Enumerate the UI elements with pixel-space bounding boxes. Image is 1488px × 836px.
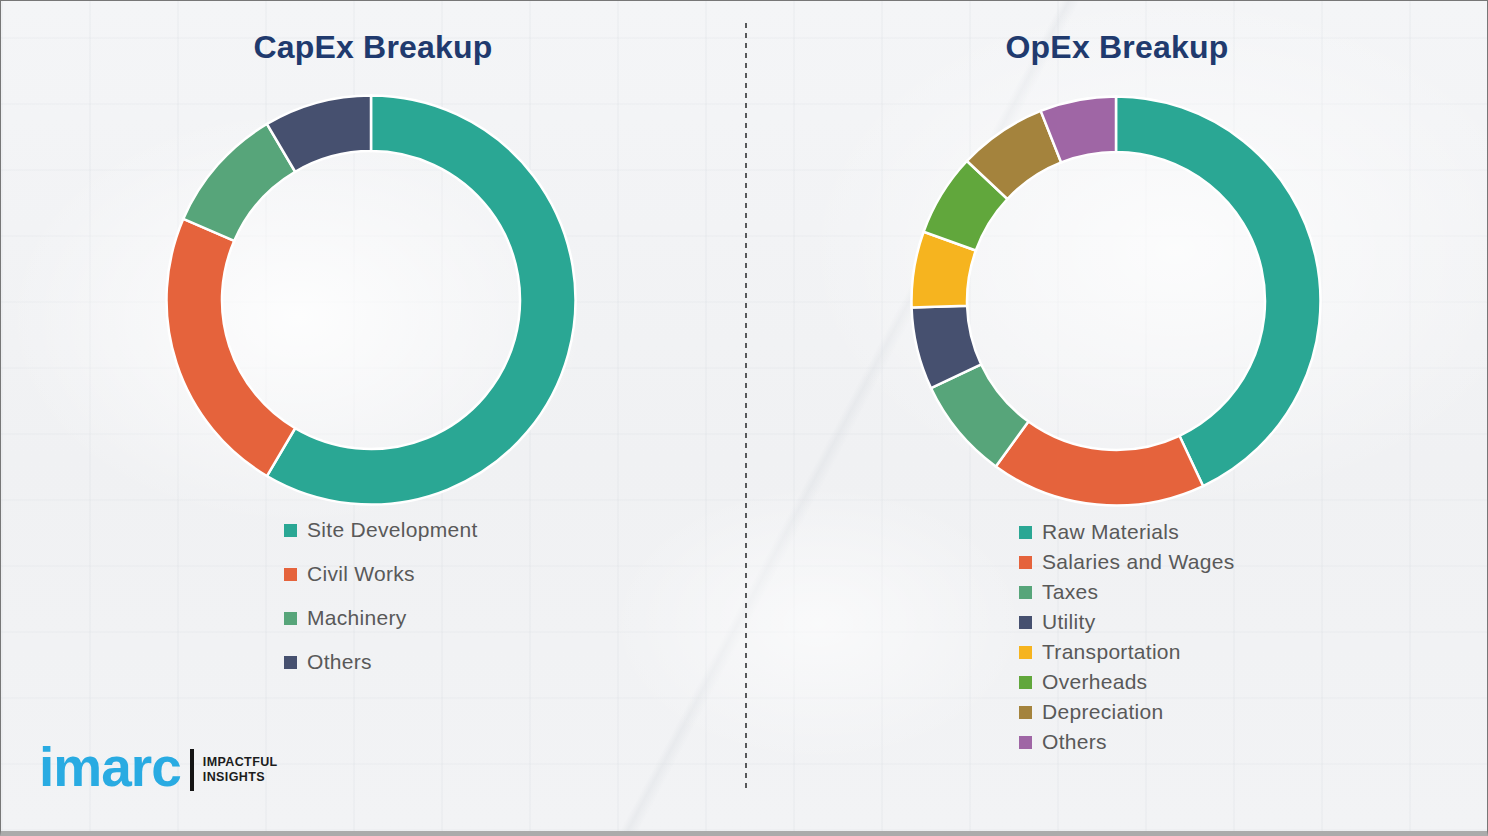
legend-color-swatch bbox=[1019, 706, 1032, 719]
legend-label: Salaries and Wages bbox=[1042, 550, 1235, 574]
legend-color-swatch bbox=[284, 524, 297, 537]
legend-label: Transportation bbox=[1042, 640, 1181, 664]
legend-color-swatch bbox=[1019, 646, 1032, 659]
imarc-tagline: IMPACTFUL INSIGHTS bbox=[203, 755, 278, 785]
capex-legend: Site Development Civil Works Machinery Othe… bbox=[284, 508, 478, 684]
legend-color-swatch bbox=[1019, 736, 1032, 749]
tagline-line1: IMPACTFUL bbox=[203, 755, 278, 770]
legend-item-overheads: Overheads bbox=[1019, 667, 1235, 697]
donut-segment-salaries-and-wages bbox=[996, 422, 1203, 506]
legend-label: Others bbox=[307, 650, 372, 674]
legend-item-civil-works: Civil Works bbox=[284, 552, 478, 596]
opex-legend: Raw Materials Salaries and Wages Taxes Util… bbox=[1019, 517, 1235, 757]
legend-color-swatch bbox=[284, 656, 297, 669]
capex-donut-chart bbox=[165, 94, 577, 506]
tagline-line2: INSIGHTS bbox=[203, 770, 278, 785]
legend-item-others: Others bbox=[1019, 727, 1235, 757]
logo-divider-bar bbox=[190, 749, 194, 791]
legend-color-swatch bbox=[284, 568, 297, 581]
legend-item-taxes: Taxes bbox=[1019, 577, 1235, 607]
legend-color-swatch bbox=[1019, 526, 1032, 539]
infographic-page: CapEx Breakup Site Development Civil Work… bbox=[0, 0, 1488, 836]
opex-donut-chart bbox=[910, 95, 1322, 507]
capex-title: CapEx Breakup bbox=[1, 29, 745, 66]
legend-item-salaries-and-wages: Salaries and Wages bbox=[1019, 547, 1235, 577]
legend-color-swatch bbox=[1019, 556, 1032, 569]
legend-label: Machinery bbox=[307, 606, 407, 630]
imarc-logo: imarc IMPACTFUL INSIGHTS bbox=[39, 738, 278, 796]
legend-label: Others bbox=[1042, 730, 1107, 754]
legend-item-site-development: Site Development bbox=[284, 508, 478, 552]
legend-label: Overheads bbox=[1042, 670, 1147, 694]
legend-label: Taxes bbox=[1042, 580, 1098, 604]
legend-item-depreciation: Depreciation bbox=[1019, 697, 1235, 727]
legend-label: Utility bbox=[1042, 610, 1095, 634]
donut-segment-raw-materials bbox=[1116, 97, 1321, 487]
legend-color-swatch bbox=[284, 612, 297, 625]
legend-label: Raw Materials bbox=[1042, 520, 1179, 544]
legend-item-machinery: Machinery bbox=[284, 596, 478, 640]
legend-item-transportation: Transportation bbox=[1019, 637, 1235, 667]
legend-label: Depreciation bbox=[1042, 700, 1164, 724]
legend-label: Site Development bbox=[307, 518, 478, 542]
imarc-wordmark: imarc bbox=[39, 741, 181, 793]
opex-title: OpEx Breakup bbox=[745, 29, 1488, 66]
opex-panel: OpEx Breakup Raw Materials Salaries and W… bbox=[745, 1, 1488, 836]
legend-color-swatch bbox=[1019, 676, 1032, 689]
legend-color-swatch bbox=[1019, 616, 1032, 629]
capex-panel: CapEx Breakup Site Development Civil Work… bbox=[1, 1, 745, 836]
donut-segment-civil-works bbox=[166, 219, 295, 476]
legend-item-raw-materials: Raw Materials bbox=[1019, 517, 1235, 547]
legend-item-utility: Utility bbox=[1019, 607, 1235, 637]
legend-label: Civil Works bbox=[307, 562, 415, 586]
legend-item-others: Others bbox=[284, 640, 478, 684]
legend-color-swatch bbox=[1019, 586, 1032, 599]
